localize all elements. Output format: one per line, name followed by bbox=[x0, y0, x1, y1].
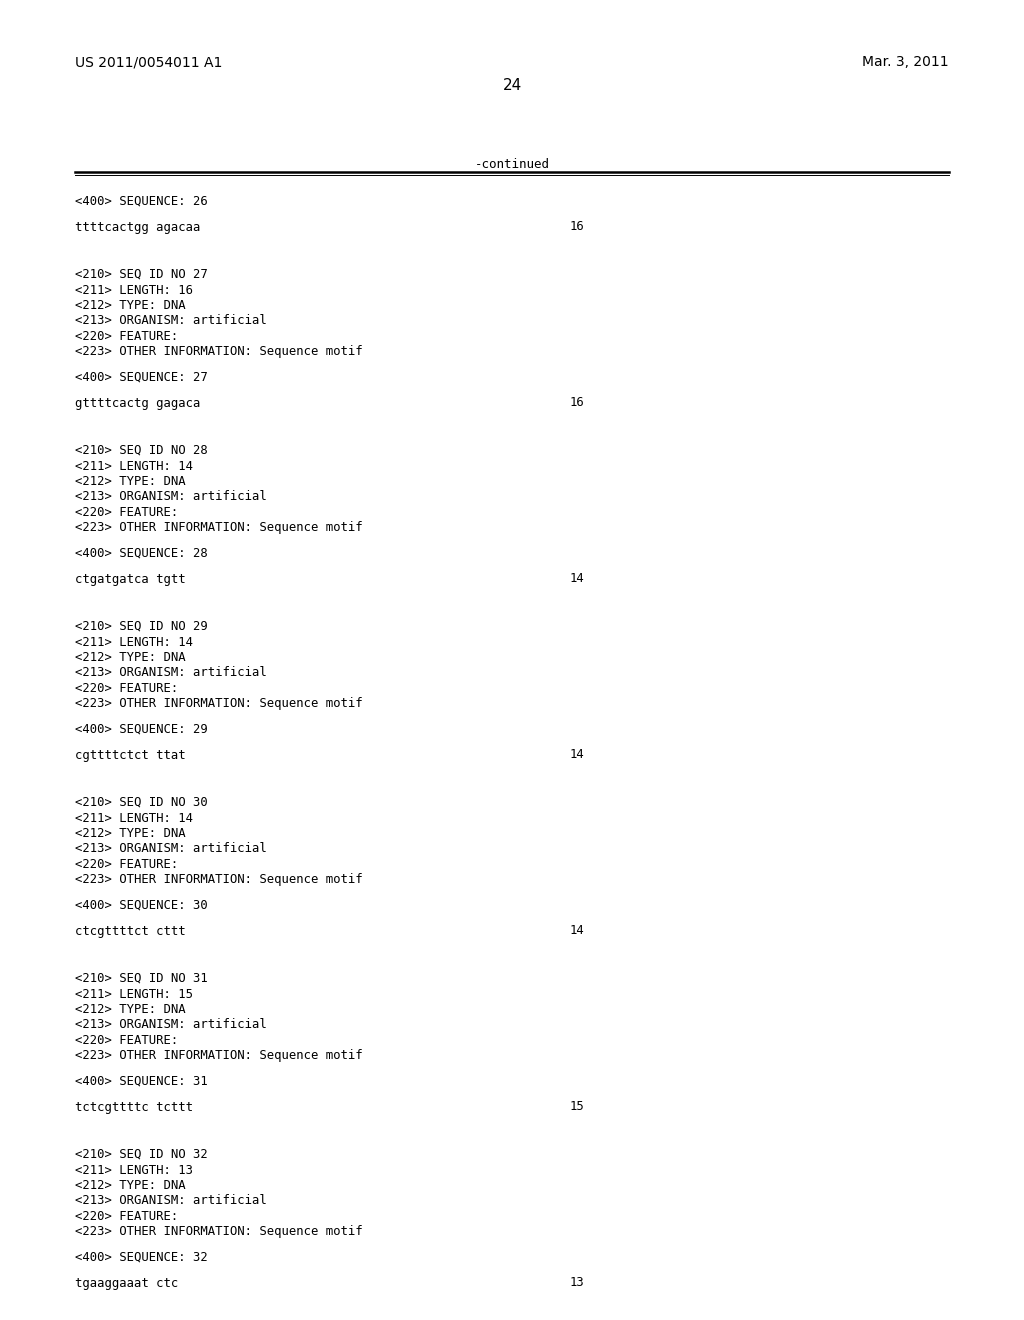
Text: <213> ORGANISM: artificial: <213> ORGANISM: artificial bbox=[75, 1195, 266, 1208]
Text: <220> FEATURE:: <220> FEATURE: bbox=[75, 682, 178, 696]
Text: <212> TYPE: DNA: <212> TYPE: DNA bbox=[75, 1003, 185, 1016]
Text: <223> OTHER INFORMATION: Sequence motif: <223> OTHER INFORMATION: Sequence motif bbox=[75, 697, 362, 710]
Text: <400> SEQUENCE: 29: <400> SEQUENCE: 29 bbox=[75, 723, 208, 737]
Text: 13: 13 bbox=[570, 1276, 585, 1290]
Text: <220> FEATURE:: <220> FEATURE: bbox=[75, 858, 178, 871]
Text: <220> FEATURE:: <220> FEATURE: bbox=[75, 506, 178, 519]
Text: <210> SEQ ID NO 27: <210> SEQ ID NO 27 bbox=[75, 268, 208, 281]
Text: <400> SEQUENCE: 30: <400> SEQUENCE: 30 bbox=[75, 899, 208, 912]
Text: <211> LENGTH: 14: <211> LENGTH: 14 bbox=[75, 459, 193, 473]
Text: <223> OTHER INFORMATION: Sequence motif: <223> OTHER INFORMATION: Sequence motif bbox=[75, 346, 362, 359]
Text: <212> TYPE: DNA: <212> TYPE: DNA bbox=[75, 651, 185, 664]
Text: <220> FEATURE:: <220> FEATURE: bbox=[75, 1034, 178, 1047]
Text: <213> ORGANISM: artificial: <213> ORGANISM: artificial bbox=[75, 842, 266, 855]
Text: <210> SEQ ID NO 28: <210> SEQ ID NO 28 bbox=[75, 444, 208, 457]
Text: <400> SEQUENCE: 28: <400> SEQUENCE: 28 bbox=[75, 546, 208, 560]
Text: 14: 14 bbox=[570, 748, 585, 762]
Text: <400> SEQUENCE: 27: <400> SEQUENCE: 27 bbox=[75, 371, 208, 384]
Text: 24: 24 bbox=[503, 78, 521, 92]
Text: <220> FEATURE:: <220> FEATURE: bbox=[75, 330, 178, 343]
Text: gttttcactg gagaca: gttttcactg gagaca bbox=[75, 396, 201, 409]
Text: tctcgttttc tcttt: tctcgttttc tcttt bbox=[75, 1101, 193, 1114]
Text: 15: 15 bbox=[570, 1101, 585, 1114]
Text: <211> LENGTH: 16: <211> LENGTH: 16 bbox=[75, 284, 193, 297]
Text: <400> SEQUENCE: 26: <400> SEQUENCE: 26 bbox=[75, 195, 208, 209]
Text: <223> OTHER INFORMATION: Sequence motif: <223> OTHER INFORMATION: Sequence motif bbox=[75, 874, 362, 887]
Text: 16: 16 bbox=[570, 396, 585, 409]
Text: cgttttctct ttat: cgttttctct ttat bbox=[75, 748, 185, 762]
Text: US 2011/0054011 A1: US 2011/0054011 A1 bbox=[75, 55, 222, 69]
Text: <210> SEQ ID NO 31: <210> SEQ ID NO 31 bbox=[75, 972, 208, 985]
Text: 14: 14 bbox=[570, 924, 585, 937]
Text: <211> LENGTH: 14: <211> LENGTH: 14 bbox=[75, 812, 193, 825]
Text: <210> SEQ ID NO 30: <210> SEQ ID NO 30 bbox=[75, 796, 208, 809]
Text: ttttcactgg agacaa: ttttcactgg agacaa bbox=[75, 220, 201, 234]
Text: 14: 14 bbox=[570, 573, 585, 586]
Text: <212> TYPE: DNA: <212> TYPE: DNA bbox=[75, 1179, 185, 1192]
Text: <223> OTHER INFORMATION: Sequence motif: <223> OTHER INFORMATION: Sequence motif bbox=[75, 521, 362, 535]
Text: <223> OTHER INFORMATION: Sequence motif: <223> OTHER INFORMATION: Sequence motif bbox=[75, 1225, 362, 1238]
Text: -continued: -continued bbox=[474, 158, 550, 172]
Text: <400> SEQUENCE: 31: <400> SEQUENCE: 31 bbox=[75, 1074, 208, 1088]
Text: <213> ORGANISM: artificial: <213> ORGANISM: artificial bbox=[75, 667, 266, 680]
Text: <213> ORGANISM: artificial: <213> ORGANISM: artificial bbox=[75, 314, 266, 327]
Text: <213> ORGANISM: artificial: <213> ORGANISM: artificial bbox=[75, 491, 266, 503]
Text: ctgatgatca tgtt: ctgatgatca tgtt bbox=[75, 573, 185, 586]
Text: <211> LENGTH: 14: <211> LENGTH: 14 bbox=[75, 635, 193, 648]
Text: <211> LENGTH: 15: <211> LENGTH: 15 bbox=[75, 987, 193, 1001]
Text: <220> FEATURE:: <220> FEATURE: bbox=[75, 1210, 178, 1224]
Text: <223> OTHER INFORMATION: Sequence motif: <223> OTHER INFORMATION: Sequence motif bbox=[75, 1049, 362, 1063]
Text: Mar. 3, 2011: Mar. 3, 2011 bbox=[862, 55, 949, 69]
Text: <400> SEQUENCE: 32: <400> SEQUENCE: 32 bbox=[75, 1251, 208, 1265]
Text: ctcgttttct cttt: ctcgttttct cttt bbox=[75, 924, 185, 937]
Text: tgaaggaaat ctc: tgaaggaaat ctc bbox=[75, 1276, 178, 1290]
Text: <212> TYPE: DNA: <212> TYPE: DNA bbox=[75, 300, 185, 312]
Text: <211> LENGTH: 13: <211> LENGTH: 13 bbox=[75, 1163, 193, 1176]
Text: <213> ORGANISM: artificial: <213> ORGANISM: artificial bbox=[75, 1019, 266, 1031]
Text: <210> SEQ ID NO 32: <210> SEQ ID NO 32 bbox=[75, 1148, 208, 1162]
Text: 16: 16 bbox=[570, 220, 585, 234]
Text: <210> SEQ ID NO 29: <210> SEQ ID NO 29 bbox=[75, 620, 208, 634]
Text: <212> TYPE: DNA: <212> TYPE: DNA bbox=[75, 828, 185, 840]
Text: <212> TYPE: DNA: <212> TYPE: DNA bbox=[75, 475, 185, 488]
